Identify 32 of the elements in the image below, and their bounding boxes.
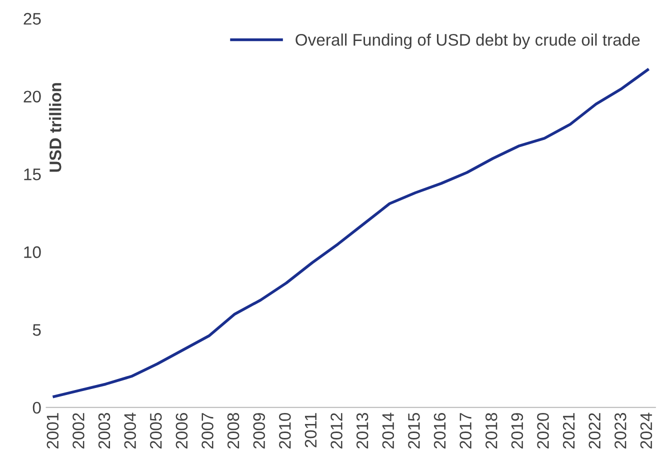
x-tick-label: 2012 (330, 413, 342, 449)
x-tick-label: 2007 (202, 413, 214, 449)
x-tick-label: 2001 (46, 413, 59, 449)
x-tick-label: 2014 (382, 412, 394, 449)
x-tick-label: 2019 (511, 413, 524, 449)
x-tick-label: 2023 (614, 413, 626, 449)
x-tick-label: 2005 (150, 412, 162, 449)
x-tick-label: 2018 (485, 413, 498, 449)
y-tick-label: 15 (24, 168, 41, 180)
x-tick-label: 2006 (176, 413, 188, 449)
y-tick-label: 0 (32, 402, 41, 414)
y-tick-label: 20 (24, 90, 41, 103)
x-tick-label: 2004 (124, 412, 136, 449)
y-tick-label: 25 (24, 12, 41, 25)
x-tick-label: 2020 (537, 412, 549, 449)
x-tick-label: 2013 (356, 413, 368, 449)
x-tick-label: 2009 (253, 413, 266, 449)
x-tick-label: 2024 (640, 412, 652, 449)
x-tick-label: 2010 (279, 412, 291, 449)
y-tick-label: 5 (32, 324, 41, 336)
x-tick-label: 2011 (304, 413, 317, 448)
x-tick-label: 2002 (72, 413, 84, 449)
x-tick-label: 2022 (588, 413, 600, 449)
x-tick-label: 2003 (98, 413, 110, 449)
y-tick-label: 10 (24, 246, 41, 258)
x-tick-label: 2008 (227, 413, 240, 449)
y-axis-title: USD trillion (49, 83, 62, 172)
x-tick-label: 2015 (408, 412, 420, 449)
x-tick-label: 2017 (460, 413, 472, 449)
x-tick-label: 2016 (434, 413, 446, 449)
legend-label: Overall Funding of USD debt by crude oil trade (296, 34, 640, 50)
x-tick-label: 2021 (562, 413, 575, 449)
